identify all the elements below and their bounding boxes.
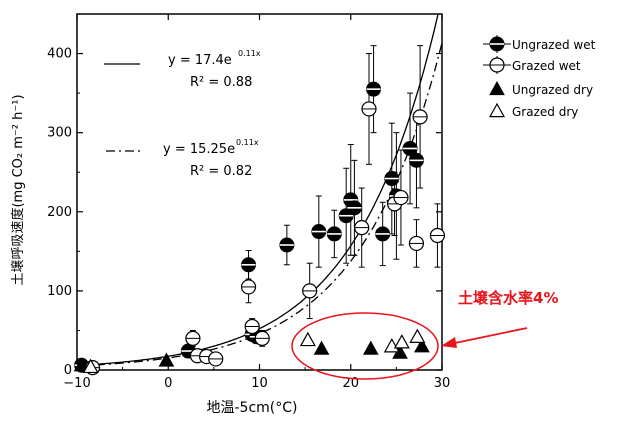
grazed-dry-point [82, 358, 99, 374]
legend-label-ungrazed-dry: Ungrazed dry [512, 83, 593, 97]
ungrazed-dry-point [73, 357, 90, 372]
legend-marker-grazed-dry [488, 102, 506, 118]
fit-curve-dashdot [77, 42, 442, 367]
ungrazed-dry-point [158, 352, 175, 367]
ungrazed-dry-point [414, 338, 430, 353]
annotation-arrow-head [441, 337, 457, 348]
y-tick-label: 300 [47, 126, 72, 141]
x-tick-label: 0 [164, 376, 172, 391]
data-points [73, 45, 446, 376]
grazed-dry-point [409, 328, 426, 343]
legend-label-grazed-dry: Grazed dry [512, 105, 578, 119]
fit-exponent-solid: 0.11x [238, 49, 261, 58]
annotation-ellipse [291, 312, 439, 380]
fit-legend-dashdot: y = 15.25e 0.11x R² = 0.82 [106, 138, 259, 179]
x-tick-label: 30 [434, 376, 451, 391]
x-tick-label: 20 [342, 376, 359, 391]
plot-area [76, 13, 443, 371]
y-tick-label: 400 [47, 47, 72, 62]
legend-label-grazed-wet: Grazed wet [512, 59, 581, 73]
fit-equation-solid: y = 17.4e [168, 53, 232, 68]
y-axis-label: 土壌呼吸速度(mg CO₂ m⁻² h⁻¹) [10, 94, 26, 285]
legend-marker-ungrazed-dry [489, 80, 505, 96]
ungrazed-dry-point [313, 340, 330, 355]
fit-exponent-dashdot: 0.11x [236, 138, 259, 147]
fit-r2-solid: R² = 0.88 [190, 75, 252, 90]
y-tick-label: 0 [64, 363, 72, 378]
y-tick-label: 200 [47, 205, 72, 220]
legend-label-ungrazed-wet: Ungrazed wet [512, 38, 596, 52]
grazed-dry-point [383, 338, 400, 353]
legend: Ungrazed wet Grazed wet Ungrazed dry Grazed… [483, 35, 596, 119]
fit-legend-solid: y = 17.4e 0.11x R² = 0.88 [104, 49, 261, 90]
y-tick-label: 100 [47, 284, 72, 299]
annotation-arrow-line [454, 327, 528, 344]
fit-r2-dashdot: R² = 0.82 [190, 164, 252, 179]
annotation-text: 土壌含水率4% [458, 289, 558, 307]
ungrazed-dry-point [362, 340, 379, 355]
x-tick-label: −10 [63, 376, 90, 391]
x-axis-label: 地温-5cm(°C) [207, 400, 298, 416]
fit-equation-dashdot: y = 15.25e [163, 142, 235, 157]
x-tick-label: 10 [251, 376, 268, 391]
grazed-dry-point [393, 334, 410, 349]
grazed-dry-point [299, 331, 316, 347]
